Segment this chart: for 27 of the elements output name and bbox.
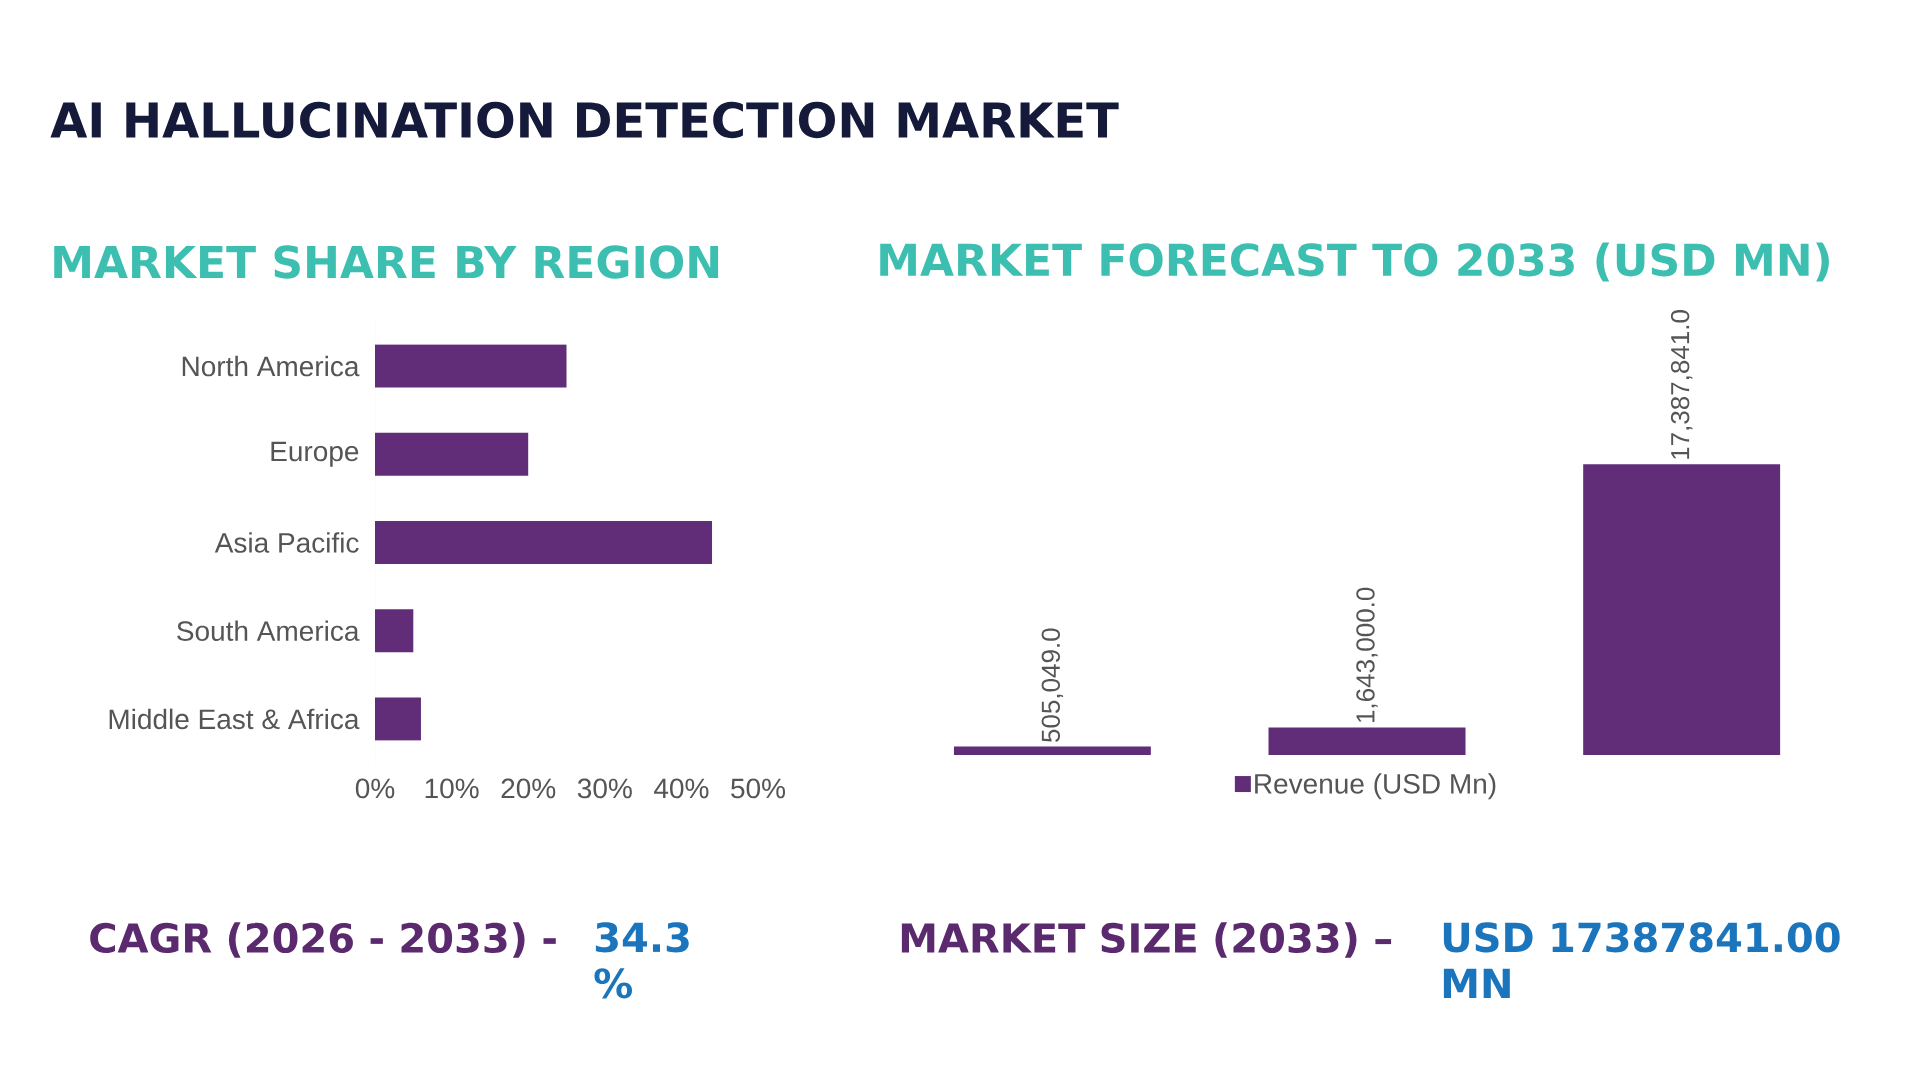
data-label: 505,049.0 (1041, 628, 1064, 742)
y-tick-label: Middle East & Africa (109, 708, 360, 730)
data-label: 17,387,841.0 (1670, 310, 1693, 459)
data-label: 1,643,000.0 (1356, 587, 1378, 723)
legend-label: Revenue (USD Mn) (1255, 773, 1496, 800)
y-tick-label: North America (182, 355, 360, 377)
x-tick-label: 10% (425, 778, 479, 799)
bar (375, 344, 567, 388)
bar (375, 521, 713, 564)
y-tick-label: Asia Pacific (214, 532, 359, 553)
text: AI HALLUCINATION DETECTION MARKET (50, 101, 1119, 139)
chart-title: MARKET SHARE BY REGION (54, 245, 719, 279)
x-tick-label: 50% (731, 778, 786, 799)
text: CAGR (2026 - 2033) - (90, 922, 556, 958)
x-tick-label: 0% (355, 778, 395, 799)
bar (375, 697, 421, 741)
y-tick-label: South America (177, 620, 360, 641)
text: MARKET SIZE (2033) – (901, 922, 1392, 958)
bar (375, 609, 414, 653)
x-tick-label: 40% (654, 778, 709, 799)
bar (375, 432, 529, 476)
y-tick-label: Europe (271, 441, 359, 467)
text: USD 17387841.00 MN (1443, 922, 1840, 998)
text: 34.3 % (594, 922, 689, 999)
x-tick-label: 30% (577, 778, 632, 799)
x-tick-label: 20% (501, 778, 556, 799)
chart-title: MARKET FORECAST TO 2033 (USD MN) (880, 242, 1829, 282)
